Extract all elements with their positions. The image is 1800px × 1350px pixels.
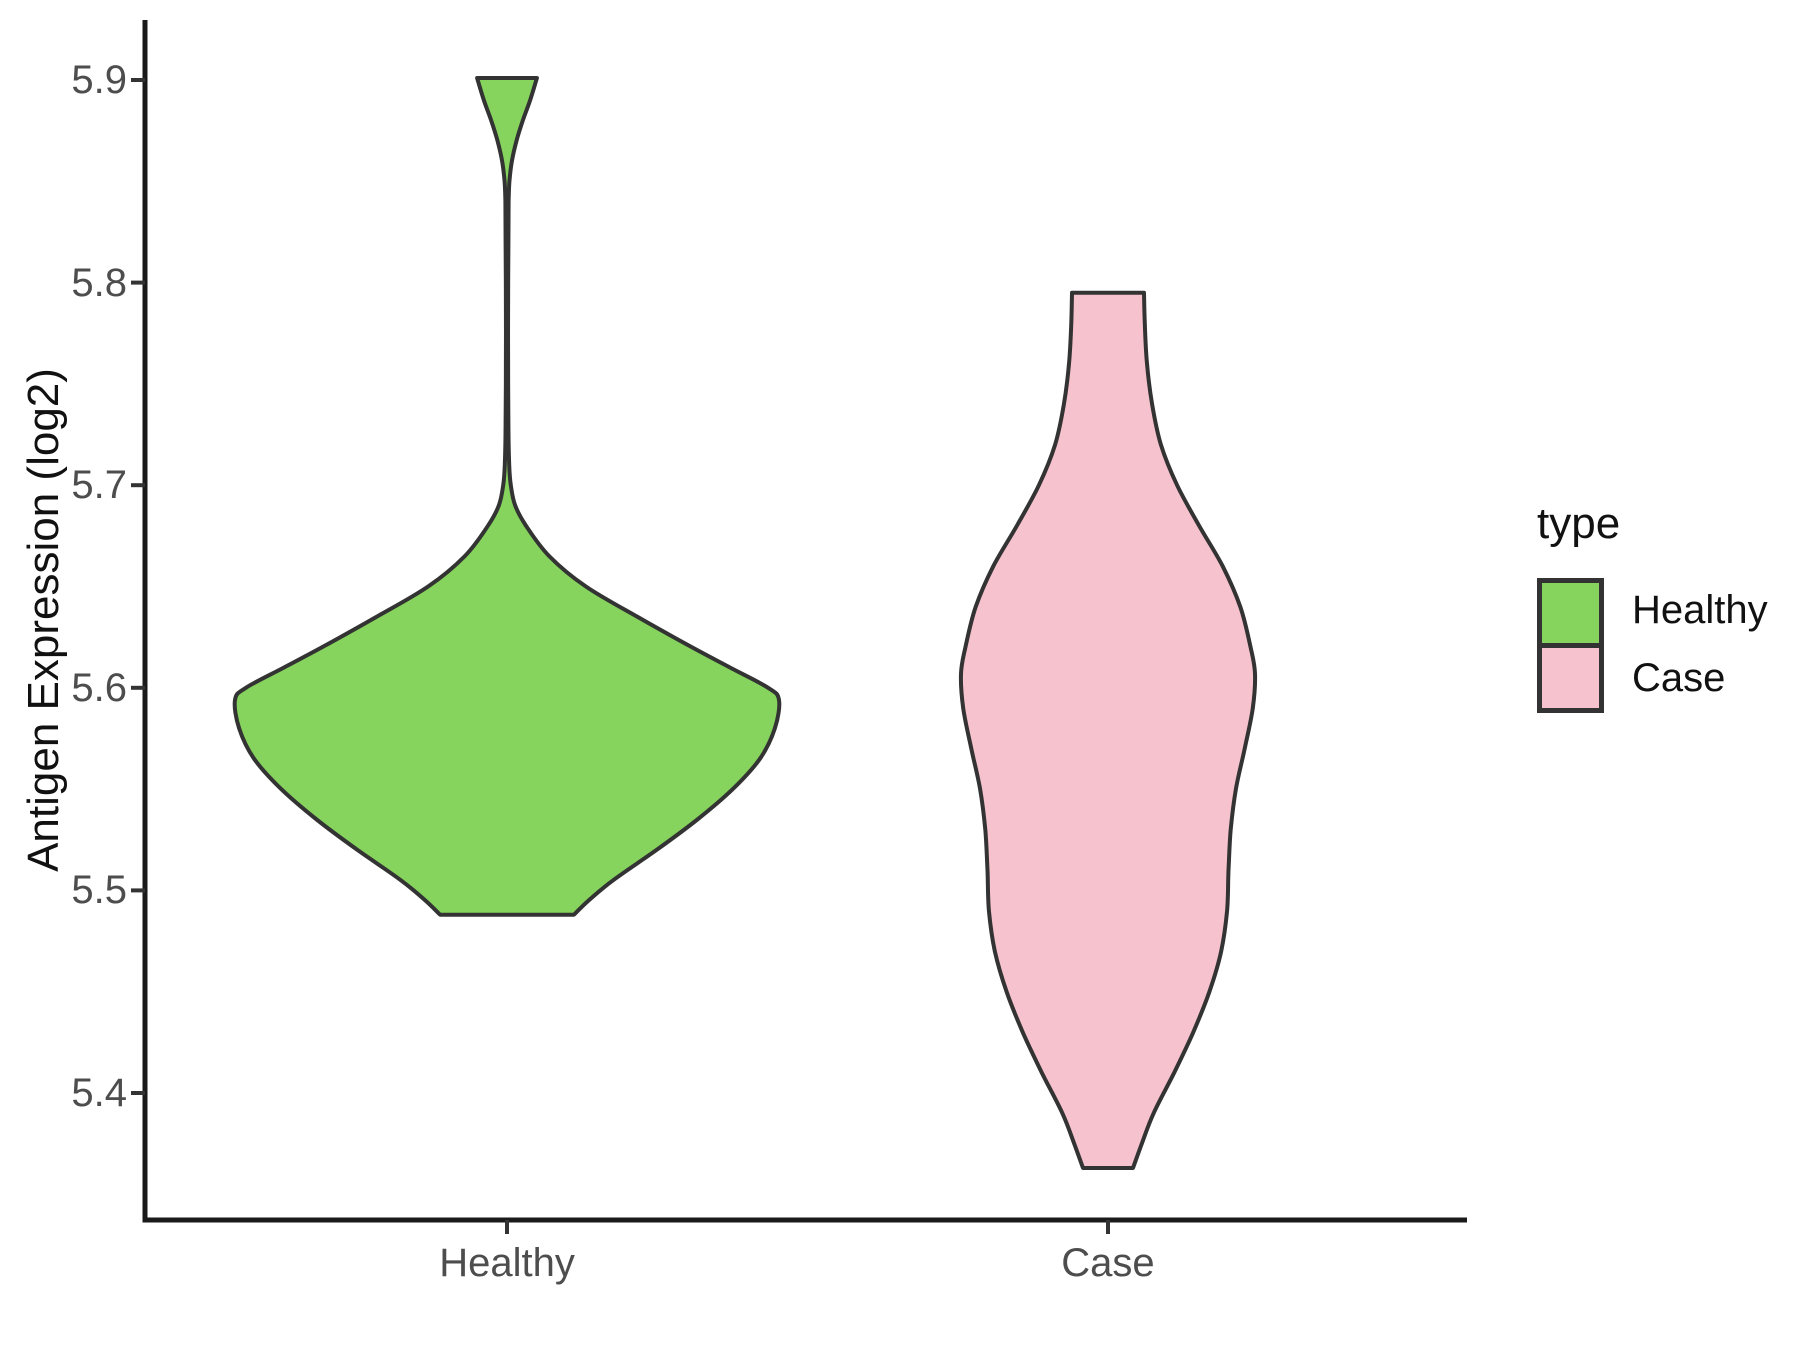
legend-swatch-case (1537, 643, 1604, 713)
legend-label-case: Case (1632, 655, 1726, 700)
legend-label-healthy: Healthy (1632, 588, 1768, 632)
legend-item-healthy: Healthy (1537, 578, 1768, 648)
legend-swatch-healthy (1537, 578, 1604, 648)
violin-healthy (232, 76, 782, 917)
legend-title: type (1537, 499, 1621, 548)
legend: type Healthy Case (1537, 498, 1768, 713)
legend-item-case: Case (1537, 643, 1768, 713)
violin-case (958, 290, 1258, 1170)
